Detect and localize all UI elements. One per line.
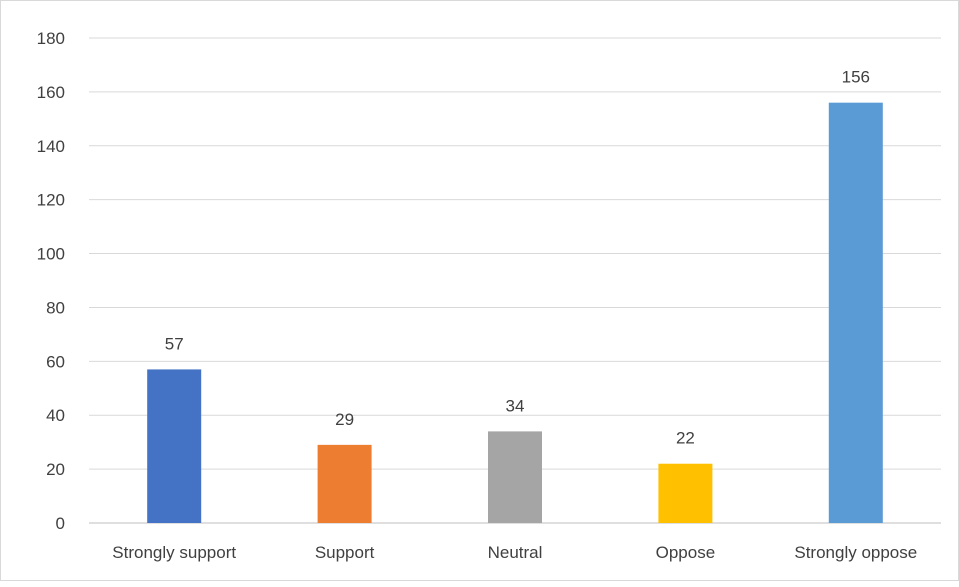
y-tick-label: 140 bbox=[37, 137, 65, 156]
x-tick-label: Neutral bbox=[488, 543, 543, 562]
data-label: 34 bbox=[506, 396, 525, 415]
data-labels: 57 29 34 22 156 bbox=[165, 68, 870, 448]
y-tick-label: 40 bbox=[46, 406, 65, 425]
y-axis-tick-labels: 0 20 40 60 80 100 120 140 160 180 bbox=[37, 29, 65, 533]
bar bbox=[488, 431, 542, 523]
data-label: 29 bbox=[335, 410, 354, 429]
y-tick-label: 20 bbox=[46, 460, 65, 479]
data-label: 156 bbox=[842, 68, 870, 87]
y-tick-label: 160 bbox=[37, 83, 65, 102]
y-tick-label: 0 bbox=[56, 514, 65, 533]
data-label: 57 bbox=[165, 334, 184, 353]
y-tick-label: 120 bbox=[37, 191, 65, 210]
gridlines bbox=[89, 37, 941, 524]
y-tick-label: 100 bbox=[37, 245, 65, 264]
x-tick-label: Support bbox=[315, 543, 375, 562]
bar bbox=[317, 444, 372, 523]
x-tick-label: Strongly support bbox=[112, 543, 236, 562]
bars bbox=[147, 102, 883, 524]
x-tick-label: Oppose bbox=[656, 543, 716, 562]
data-label: 22 bbox=[676, 429, 695, 448]
x-tick-label: Strongly oppose bbox=[794, 543, 917, 562]
x-axis-tick-labels: Strongly support Support Neutral Oppose Stro… bbox=[112, 543, 917, 562]
bar bbox=[147, 369, 202, 523]
y-tick-label: 80 bbox=[46, 298, 65, 317]
bar bbox=[658, 463, 713, 523]
y-tick-label: 60 bbox=[46, 352, 65, 371]
bar bbox=[828, 102, 883, 524]
y-tick-label: 180 bbox=[37, 29, 65, 48]
